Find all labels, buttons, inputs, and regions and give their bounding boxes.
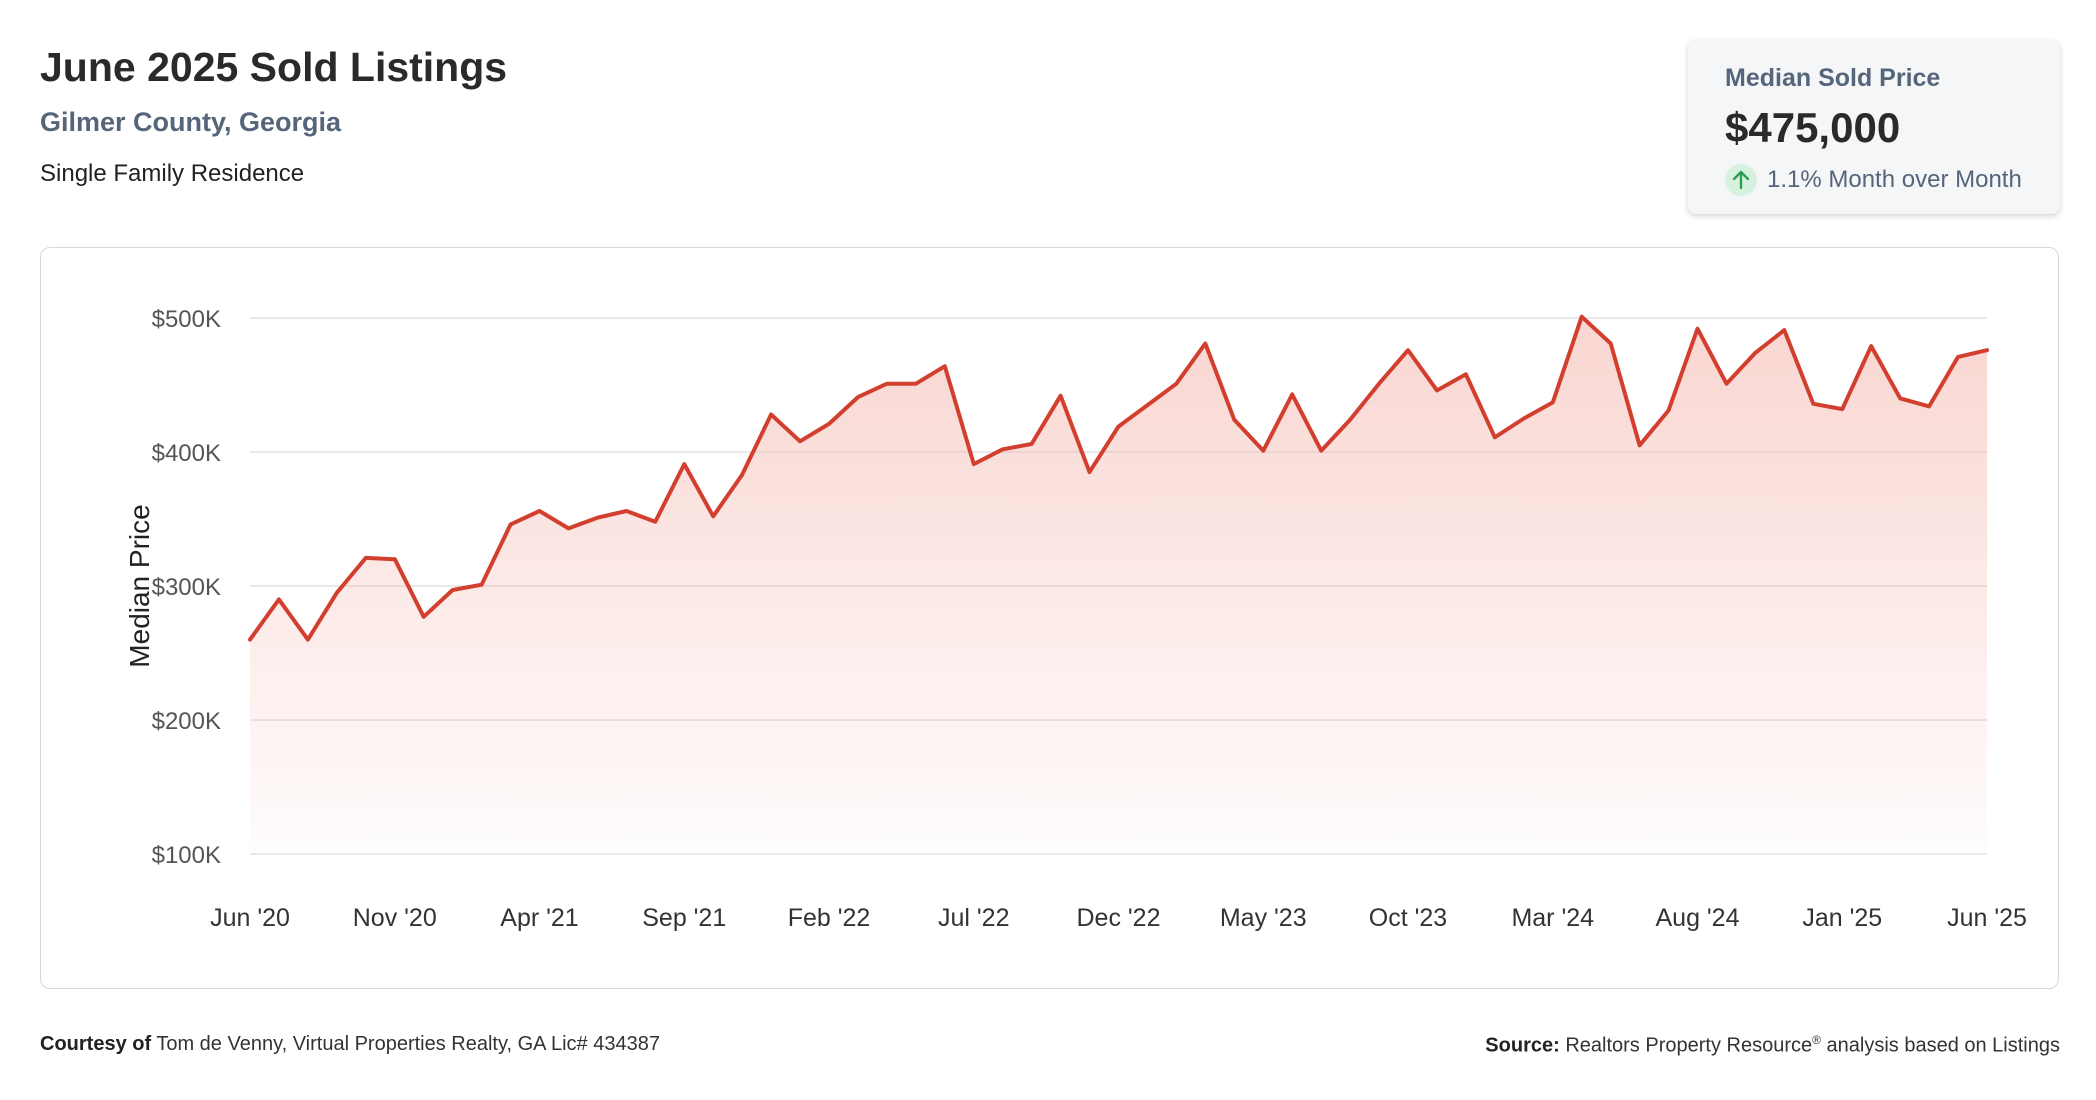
source-text: Realtors Property Resource xyxy=(1565,1034,1813,1057)
source-label: Source: xyxy=(1485,1034,1560,1057)
x-tick-label: Sep '21 xyxy=(642,904,726,932)
source-text-suffix: analysis based on Listings xyxy=(1826,1034,2060,1057)
x-tick-label: Jan '25 xyxy=(1802,904,1882,932)
x-tick-label: May '23 xyxy=(1220,904,1307,932)
property-type-label: Single Family Residence xyxy=(40,160,305,187)
x-tick-label: Apr '21 xyxy=(500,904,578,932)
kpi-change: 1.1% Month over Month xyxy=(1725,164,2022,196)
location-subtitle: Gilmer County, Georgia xyxy=(40,107,342,137)
x-tick-label: Feb '22 xyxy=(788,904,871,932)
y-tick-label: $200K xyxy=(152,708,221,735)
x-tick-label: Jun '25 xyxy=(1947,904,2027,932)
median-price-chart: $500K $400K $300K $200K $100K Jun '20 Nov '20 A… xyxy=(124,306,2027,932)
median-price-card: Median Sold Price $475,000 1.1% Month ov… xyxy=(1688,40,2060,214)
chart-card: $500K $400K $300K $200K $100K Jun '20 Nov '20 A… xyxy=(40,247,2059,989)
series-area xyxy=(250,316,1987,854)
courtesy-label: Courtesy of xyxy=(40,1033,152,1055)
kpi-change-text: 1.1% Month over Month xyxy=(1767,166,2022,193)
x-tick-label: Mar '24 xyxy=(1511,904,1594,932)
courtesy-text: Tom de Venny, Virtual Properties Realty,… xyxy=(156,1033,660,1055)
x-tick-label: Nov '20 xyxy=(353,904,437,932)
x-tick-label: Oct '23 xyxy=(1369,904,1447,932)
courtesy-footer: Courtesy of Tom de Venny, Virtual Proper… xyxy=(40,1033,660,1056)
y-tick-label: $500K xyxy=(152,306,221,333)
y-tick-label: $400K xyxy=(152,440,221,467)
y-axis-label: Median Price xyxy=(124,504,155,667)
page-title: June 2025 Sold Listings xyxy=(40,44,508,90)
registered-mark: ® xyxy=(1812,1033,1821,1047)
source-footer: Source: Realtors Property Resource® anal… xyxy=(1485,1033,2060,1058)
x-tick-label: Aug '24 xyxy=(1655,904,1739,932)
arrow-up-icon xyxy=(1725,164,1757,196)
y-tick-label: $300K xyxy=(152,574,221,601)
x-tick-label: Jun '20 xyxy=(210,904,290,932)
x-tick-label: Dec '22 xyxy=(1077,904,1161,932)
kpi-label: Median Sold Price xyxy=(1725,64,1941,92)
series-line xyxy=(248,314,1989,642)
y-tick-label: $100K xyxy=(152,842,221,869)
kpi-value: $475,000 xyxy=(1725,104,1901,151)
x-tick-label: Jul '22 xyxy=(938,904,1009,932)
